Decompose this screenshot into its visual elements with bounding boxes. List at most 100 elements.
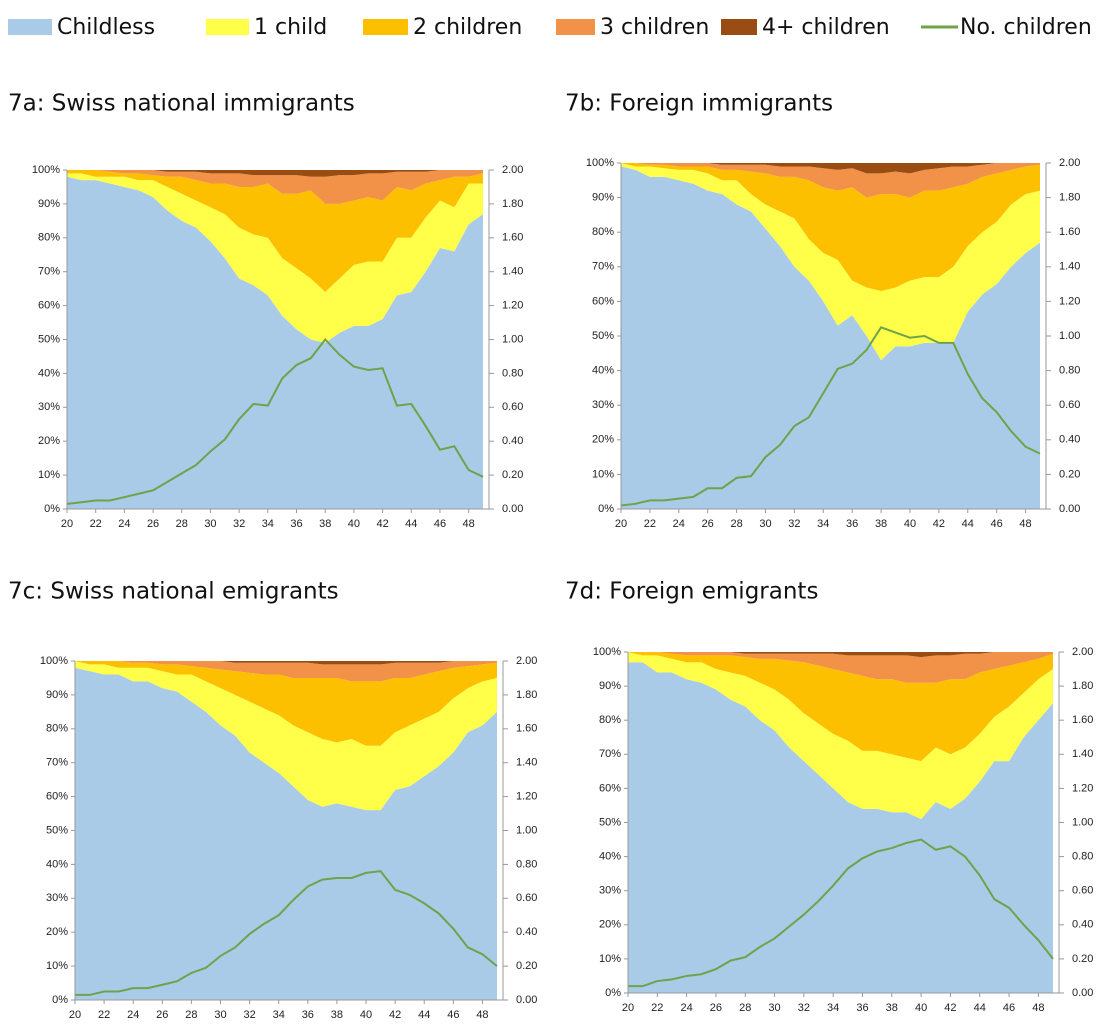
y2-tick-label: 1.80 [516,689,537,701]
legend-swatch [556,19,595,35]
area-segment [621,163,1040,174]
x-tick-label: 30 [214,1009,226,1021]
y-tick-label: 100% [32,164,60,176]
x-tick-label: 44 [418,1009,430,1021]
y2-tick-label: 1.60 [502,232,523,244]
y2-tick-label: 1.40 [502,266,523,278]
y-tick-label: 100% [40,655,68,667]
x-tick-label: 40 [915,1002,927,1014]
y-tick-label: 10% [592,468,614,480]
y2-tick-label: 0.60 [1059,399,1080,411]
x-tick-label: 26 [702,518,714,530]
y-tick-label: 30% [46,892,68,904]
y2-tick-label: 0.20 [502,469,523,481]
y-tick-label: 20% [46,926,68,938]
y2-tick-label: 1.20 [1072,782,1093,794]
x-tick-label: 36 [290,518,302,530]
x-tick-label: 28 [739,1002,751,1014]
x-tick-label: 32 [233,518,245,530]
legend-label: 1 child [254,15,327,40]
legend-label: Childless [57,15,155,40]
y2-tick-label: 1.20 [1059,295,1080,307]
y-tick-label: 20% [592,434,614,446]
y-tick-label: 100% [593,646,621,658]
x-tick-label: 40 [360,1009,372,1021]
x-tick-label: 28 [730,518,742,530]
y2-tick-label: 0.40 [1059,434,1080,446]
y-tick-label: 30% [38,401,60,413]
y2-tick-label: 0.60 [1072,885,1093,897]
legend-swatch [721,19,757,35]
legend-swatch [363,19,408,35]
line-series [628,838,1054,988]
y-tick-label: 60% [46,791,68,803]
x-tick-label: 44 [962,518,974,530]
area-segment [621,163,1040,292]
x-tick-label: 22 [90,518,102,530]
legend-label: 4+ children [762,15,890,40]
legend-swatch [206,19,249,35]
x-tick-label: 42 [944,1002,956,1014]
x-tick-label: 24 [118,518,130,530]
x-tick-label: 26 [156,1009,168,1021]
x-tick-label: 48 [476,1009,488,1021]
area-segment [628,662,1053,993]
panel-title: 7b: Foreign immigrants [565,91,833,117]
y2-tick-label: 0.80 [502,367,523,379]
x-tick-label: 26 [710,1002,722,1014]
line-series [66,337,484,505]
x-tick-label: 44 [974,1002,986,1014]
y-tick-label: 70% [38,266,60,278]
x-tick-label: 22 [651,1002,663,1014]
area-segment [67,173,483,343]
y-tick-label: 0% [598,503,614,515]
x-tick-label: 42 [933,518,945,530]
y-tick-label: 30% [599,885,621,897]
y2-tick-label: 2.00 [1072,646,1093,658]
y-tick-label: 10% [46,960,68,972]
y-tick-label: 40% [46,858,68,870]
y2-tick-label: 0.80 [516,858,537,870]
x-tick-label: 40 [904,518,916,530]
y2-tick-label: 1.40 [1072,748,1093,760]
area-segment [67,170,483,293]
y-tick-label: 100% [586,157,614,169]
x-tick-label: 20 [615,518,627,530]
x-tick-label: 48 [1032,1002,1044,1014]
x-tick-label: 20 [61,518,73,530]
y-tick-label: 10% [599,953,621,965]
y-tick-label: 40% [38,367,60,379]
y-tick-label: 90% [592,192,614,204]
y2-tick-label: 1.60 [1059,226,1080,238]
y2-tick-label: 1.40 [516,757,537,769]
x-tick-label: 46 [1003,1002,1015,1014]
y2-tick-label: 0.00 [1072,987,1093,999]
y2-tick-label: 0.00 [502,503,523,515]
x-tick-label: 20 [622,1002,634,1014]
x-tick-label: 34 [817,518,829,530]
x-tick-label: 38 [319,518,331,530]
y2-tick-label: 0.40 [502,435,523,447]
y2-tick-label: 1.00 [502,333,523,345]
area-segment [75,661,497,682]
area-segment [75,661,497,665]
y2-tick-label: 2.00 [516,655,537,667]
area-segment [67,170,483,204]
x-tick-label: 22 [644,518,656,530]
x-tick-label: 28 [185,1009,197,1021]
y2-tick-label: 2.00 [502,164,523,176]
y-tick-label: 50% [46,824,68,836]
y2-tick-label: 0.80 [1072,851,1093,863]
y-tick-label: 20% [38,435,60,447]
y2-tick-label: 0.20 [1059,468,1080,480]
y2-tick-label: 1.40 [1059,261,1080,273]
y2-tick-label: 1.00 [1059,330,1080,342]
x-tick-label: 32 [798,1002,810,1014]
y2-tick-label: 0.40 [516,926,537,938]
y2-tick-label: 0.20 [516,960,537,972]
area-segment [67,170,483,177]
x-tick-label: 36 [856,1002,868,1014]
area-segment [75,661,497,746]
y2-tick-label: 2.00 [1059,157,1080,169]
x-tick-label: 22 [98,1009,110,1021]
